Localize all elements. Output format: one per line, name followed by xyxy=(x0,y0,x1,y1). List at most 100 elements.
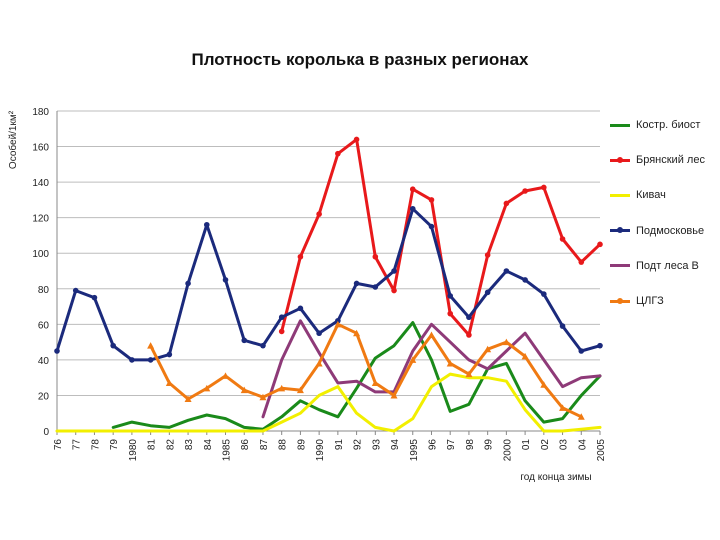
data-point xyxy=(166,351,173,358)
y-tick-label: 60 xyxy=(38,320,50,331)
data-point xyxy=(447,310,454,317)
legend-swatch xyxy=(610,193,630,197)
data-point xyxy=(447,293,454,299)
data-point xyxy=(466,332,472,338)
gridlines xyxy=(57,110,600,432)
data-point xyxy=(316,330,322,337)
series-5 xyxy=(261,319,602,419)
x-tick-label: 88 xyxy=(278,439,289,451)
x-tick-label: 03 xyxy=(559,439,570,451)
data-point xyxy=(241,337,248,344)
data-point xyxy=(541,184,547,191)
series-4 xyxy=(54,205,603,363)
data-point xyxy=(203,221,210,228)
data-point xyxy=(259,393,267,401)
data-point xyxy=(371,379,379,386)
data-point xyxy=(521,352,529,360)
data-point xyxy=(578,348,585,354)
x-tick-label: 1990 xyxy=(315,439,326,462)
series-2 xyxy=(278,136,603,338)
data-point xyxy=(522,277,528,283)
data-point xyxy=(559,236,566,242)
legend-label: Кивач xyxy=(636,189,666,202)
data-point xyxy=(597,241,603,248)
data-point xyxy=(372,284,379,290)
y-axis-label: Особей/1км² xyxy=(7,110,19,169)
data-point xyxy=(484,252,491,258)
x-tick-label: 01 xyxy=(521,439,532,451)
data-point xyxy=(240,386,248,394)
data-point xyxy=(353,136,360,143)
y-tick-label: 80 xyxy=(38,285,50,296)
data-point xyxy=(390,391,398,399)
data-point xyxy=(503,200,510,207)
x-tick-label: 98 xyxy=(465,439,476,451)
x-tick-label: 99 xyxy=(484,439,495,451)
x-tick-label: 87 xyxy=(259,439,270,451)
data-point xyxy=(278,314,285,321)
series-line xyxy=(55,372,602,433)
x-tick-label: 83 xyxy=(184,439,195,451)
legend-item: Костр. биост xyxy=(610,116,700,134)
y-tick-label: 40 xyxy=(38,356,50,367)
y-tick-label: 120 xyxy=(32,214,49,225)
x-tick-label: 92 xyxy=(353,439,364,451)
data-point xyxy=(129,357,135,363)
y-tick-label: 160 xyxy=(32,143,49,154)
x-tick-label: 02 xyxy=(540,439,551,451)
y-tick-label: 100 xyxy=(32,249,49,260)
legend: Костр. биост Брянский лес Кивач Подмосковье… xyxy=(602,108,720,384)
x-tick-label: 82 xyxy=(165,439,176,451)
legend-marker xyxy=(617,227,623,234)
data-point xyxy=(297,253,304,260)
x-tick-label: 96 xyxy=(427,439,438,451)
legend-item: Кивач xyxy=(610,186,666,204)
x-tick-label: 76 xyxy=(53,439,64,451)
x-tick-label: 1980 xyxy=(128,439,139,462)
legend-label: Подмосковье xyxy=(636,224,705,237)
data-point xyxy=(296,386,304,394)
data-point xyxy=(72,287,79,294)
data-point xyxy=(540,381,548,388)
legend-label: Подт леса В xyxy=(636,259,699,272)
data-point xyxy=(185,280,191,287)
data-point xyxy=(147,342,155,349)
data-point xyxy=(466,314,472,321)
data-point xyxy=(315,359,323,367)
data-point xyxy=(484,289,491,296)
series-line xyxy=(55,207,602,362)
legend-marker xyxy=(617,156,623,163)
legend-label: Костр. биост xyxy=(636,119,701,131)
legend-swatch xyxy=(610,123,630,127)
data-point xyxy=(446,359,454,367)
data-point xyxy=(278,328,285,335)
data-point xyxy=(502,338,510,346)
series-line xyxy=(111,321,602,431)
data-point xyxy=(484,345,492,353)
legend-item: ЦЛГЗ xyxy=(610,292,664,310)
data-point xyxy=(409,356,417,363)
data-point xyxy=(222,372,230,379)
data-point xyxy=(522,188,528,194)
legend-swatch xyxy=(610,264,630,268)
data-point xyxy=(541,291,547,297)
x-tick-label: 84 xyxy=(203,439,214,451)
series-3 xyxy=(55,372,602,433)
data-point xyxy=(409,186,416,193)
x-tick-label: 81 xyxy=(147,439,158,451)
x-tick-label: 77 xyxy=(72,439,83,451)
x-tick-label: 93 xyxy=(371,439,382,451)
data-point xyxy=(334,320,342,328)
series-line xyxy=(261,319,602,419)
legend-marker xyxy=(617,297,623,304)
y-tick-label: 20 xyxy=(38,391,50,402)
data-point xyxy=(147,357,154,363)
series-1 xyxy=(111,321,602,431)
data-point xyxy=(260,342,266,349)
y-tick-labels: 0 20 40 60 80 100 120 140 160 180 xyxy=(32,107,49,438)
data-point xyxy=(110,342,116,349)
data-point xyxy=(91,294,98,301)
data-point xyxy=(391,268,397,274)
data-point xyxy=(428,223,435,230)
x-tick-label: 2000 xyxy=(502,439,513,462)
